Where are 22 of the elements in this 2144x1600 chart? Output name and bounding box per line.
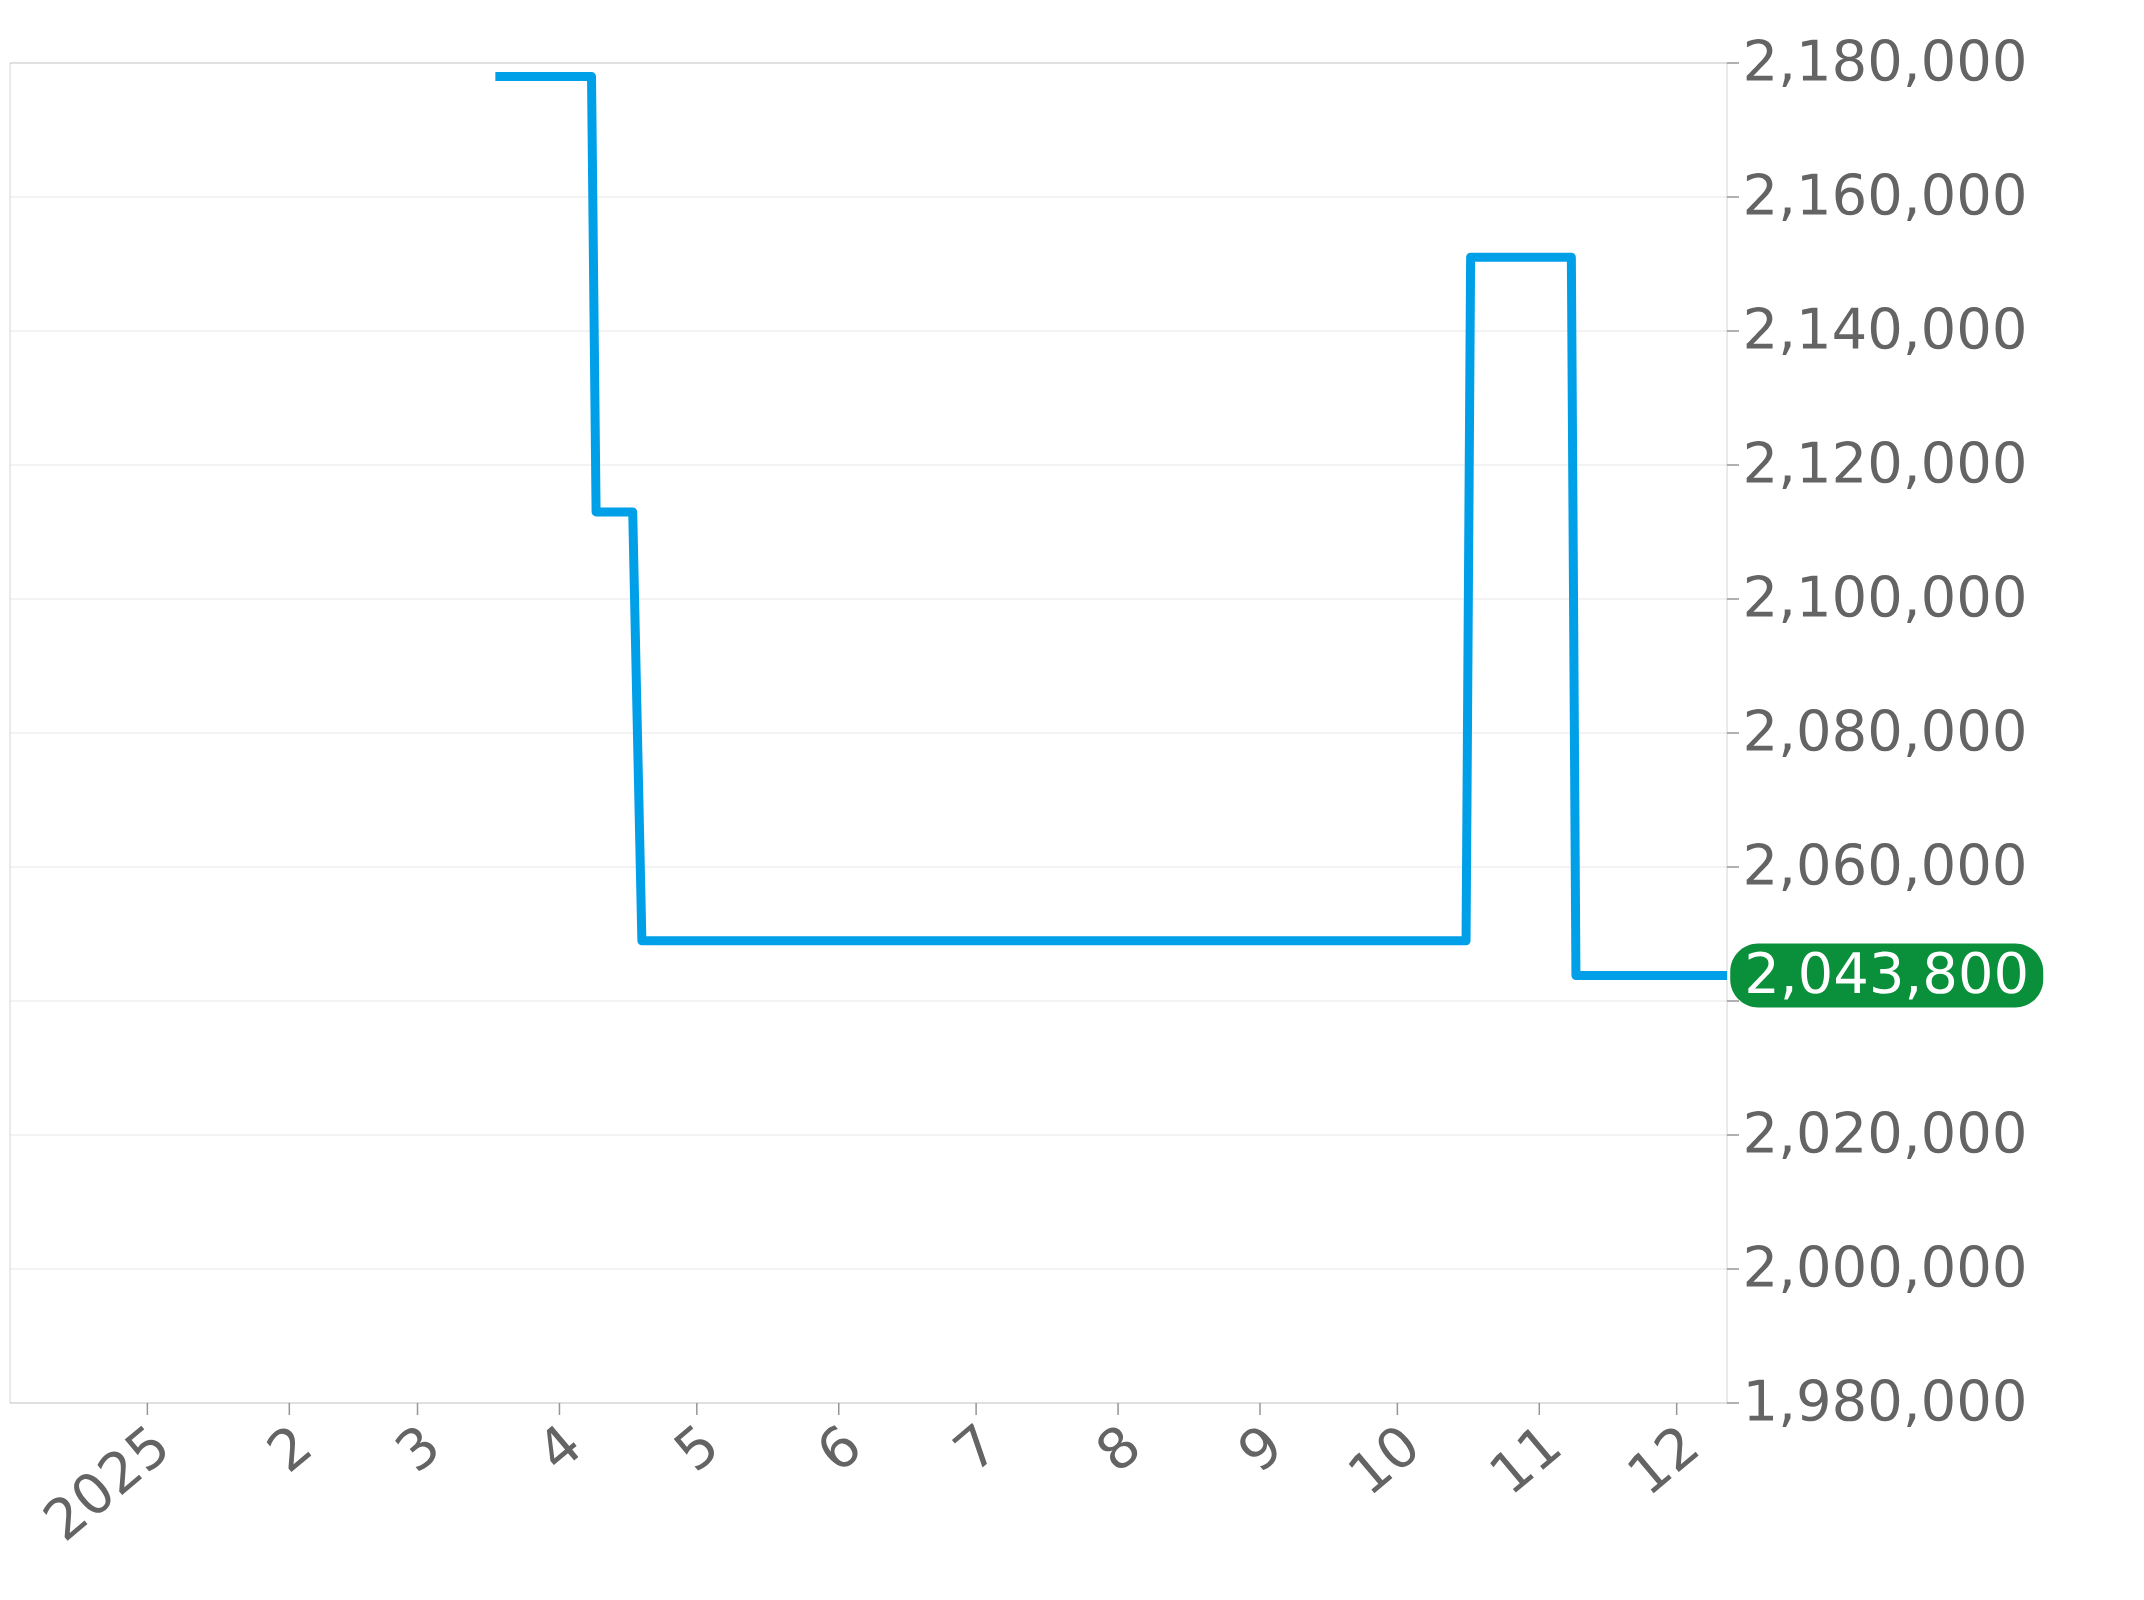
x-tick-label: 12 [1628,1428,1699,1494]
y-tick-label: 2,100,000 [1746,574,2024,624]
x-tick-label: 7 [951,1423,987,1468]
y-tick-label: 2,160,000 [1746,172,2024,222]
x-tick-label: 3 [395,1428,436,1472]
x-tick-label: 4 [546,1425,579,1466]
y-tick-label: 2,120,000 [1746,440,2024,490]
annotation: 2,043,800 [1748,951,2026,1000]
y-tick-label: 2,140,000 [1746,306,2024,356]
x-tick-label: 6 [821,1425,858,1467]
x-tick-label: 10 [1348,1428,1416,1494]
x-tick-label: 2 [266,1428,312,1473]
x-tick-label: 11 [1490,1429,1562,1493]
y-tick-label: 2,020,000 [1746,1110,2024,1160]
x-tick-label: 8 [1098,1427,1138,1469]
y-tick-label: 2,080,000 [1746,708,2024,758]
y-tick-label: 2,180,000 [1746,38,2024,88]
x-tick-label: 9 [1240,1428,1277,1471]
y-tick-label: 1,980,000 [1748,1378,2024,1428]
x-tick-label: 5 [673,1425,715,1471]
y-tick-label: 2,000,000 [1746,1244,2024,1294]
y-tick-label: 2,060,000 [1746,842,2024,892]
